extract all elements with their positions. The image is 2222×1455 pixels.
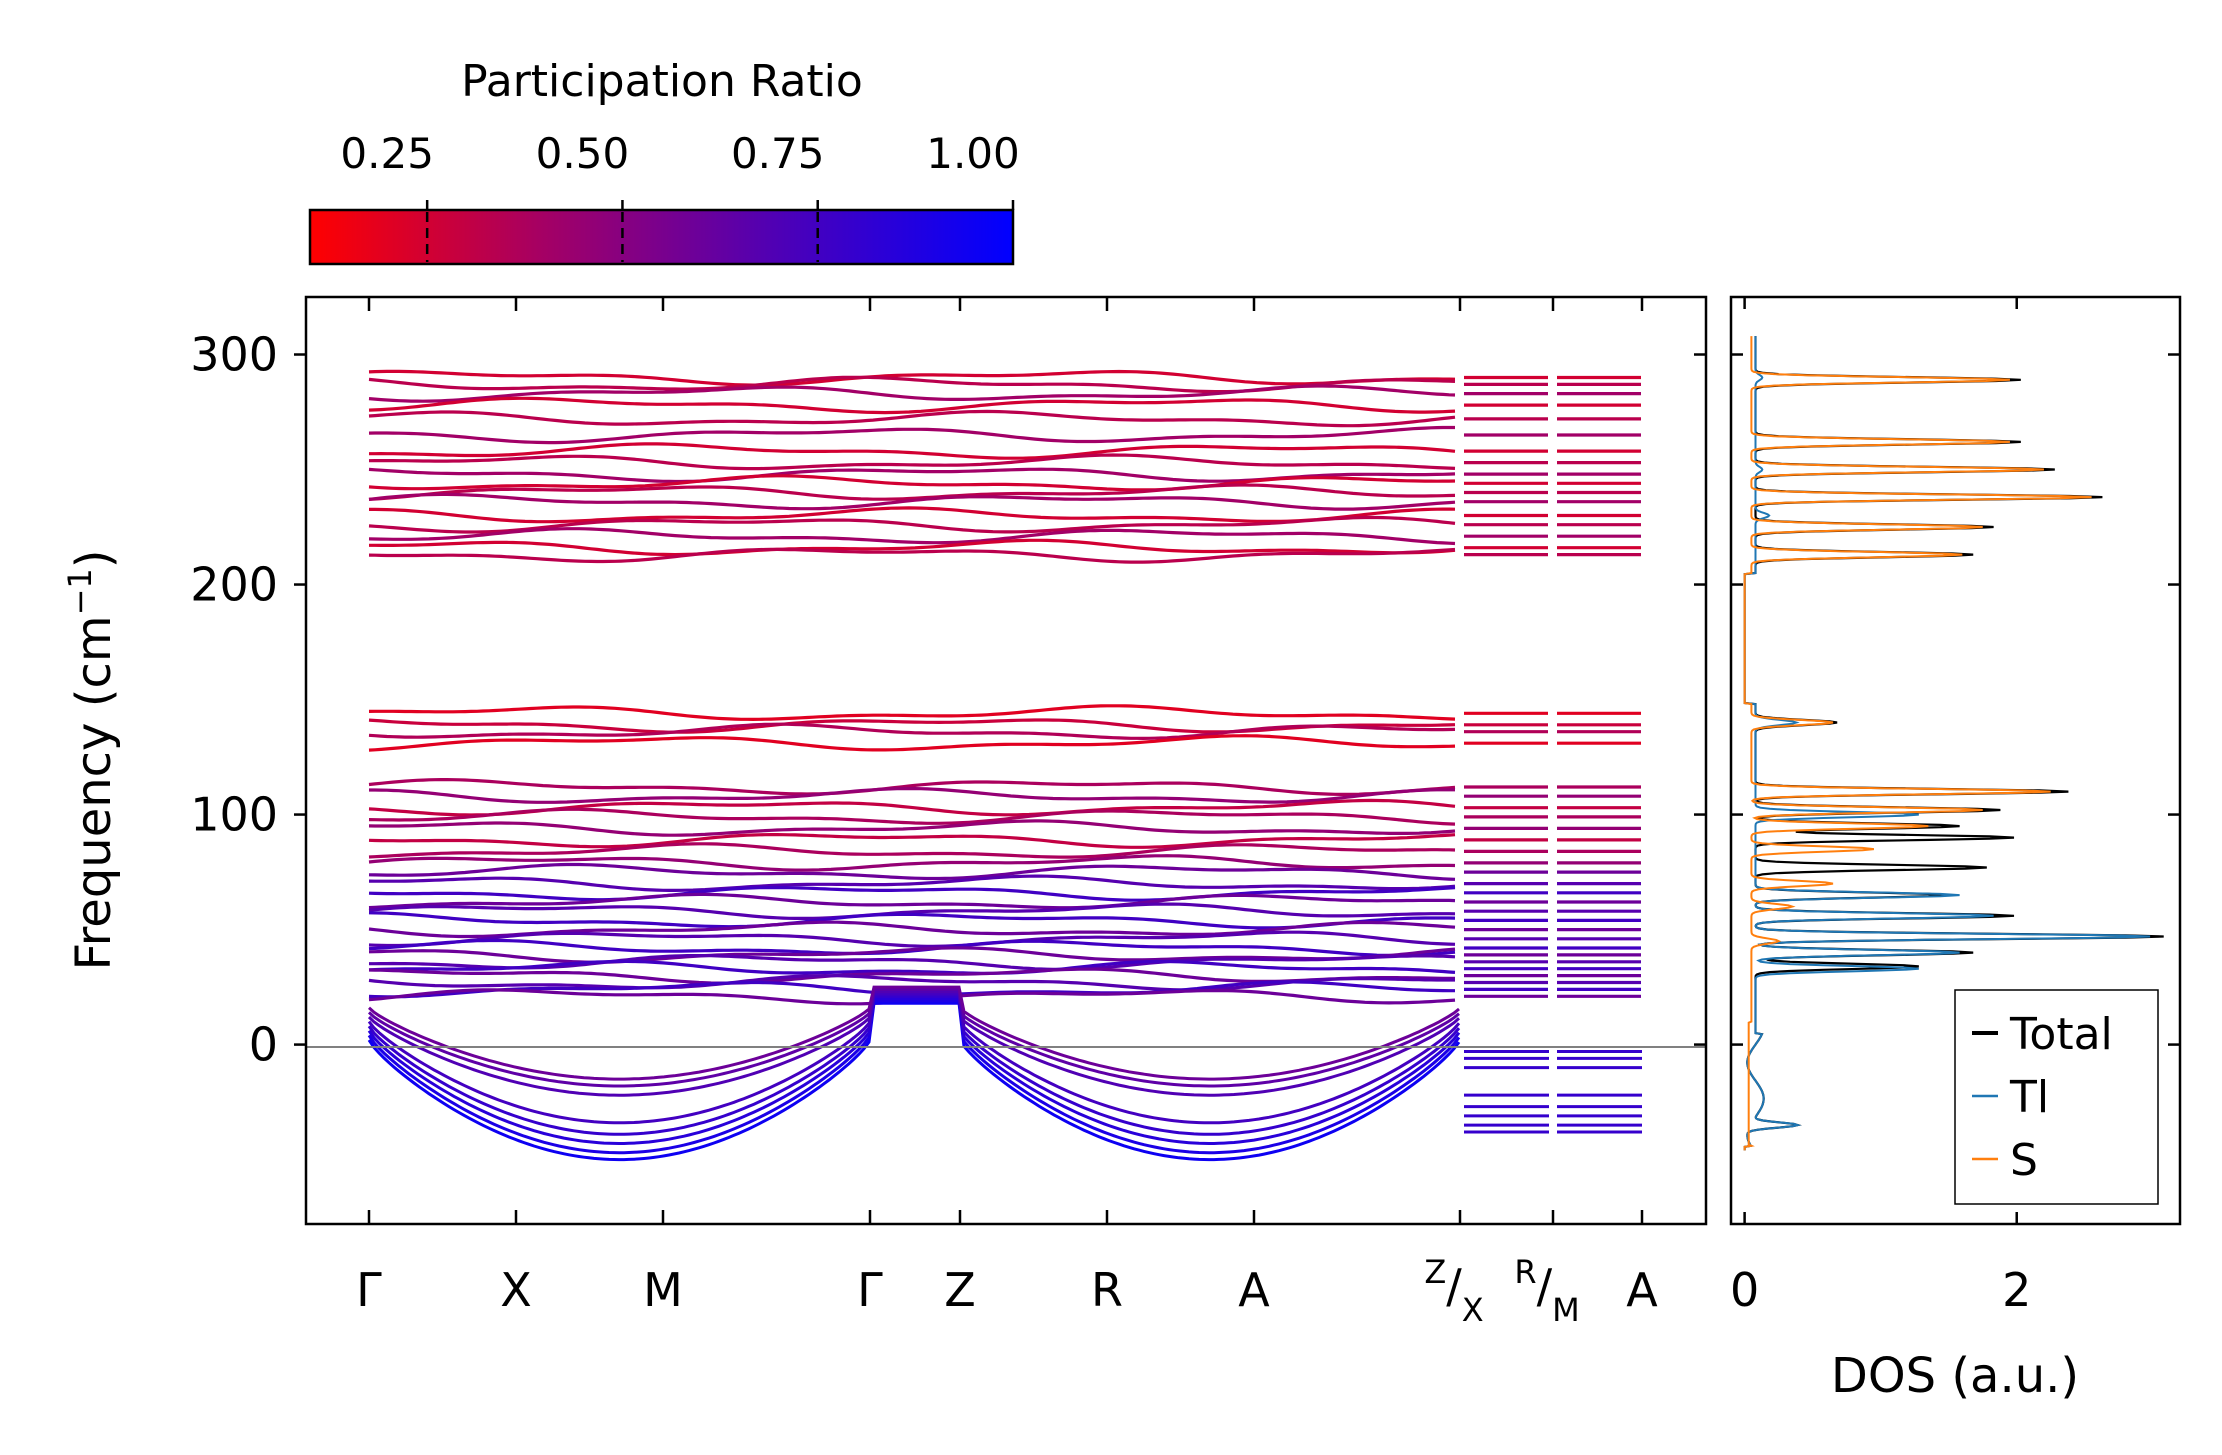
colorbar-gradient: [308, 208, 1015, 266]
k-point-label: Γ: [356, 1263, 382, 1317]
phonon-band: [368, 369, 1456, 387]
phonon-band: [369, 538, 1456, 557]
phonon-band: [368, 396, 1456, 415]
k-point-label: A: [1626, 1263, 1658, 1317]
colorbar-tick-label: 1.00: [926, 129, 1020, 178]
colorbar-title: Participation Ratio: [461, 56, 863, 107]
colorbar: Participation Ratio 0.25 0.50 0.75 1.00: [308, 56, 1020, 266]
dos-x-tick-label: 2: [2002, 1263, 2031, 1317]
k-point-label: Z: [944, 1263, 976, 1317]
phonon-band: [368, 842, 1456, 859]
k-point-label: Γ: [857, 1263, 883, 1317]
y-tick-label: 0: [249, 1018, 278, 1072]
phonon-band: [368, 874, 1456, 892]
phonon-band: [368, 973, 1455, 992]
phonon-band: [368, 819, 1456, 837]
colorbar-tick-label: 0.75: [731, 129, 825, 178]
phonon-band: [369, 506, 1456, 524]
phonon-band: [368, 453, 1456, 471]
y-label-main: Frequency (cm: [66, 615, 122, 970]
phonon-band: [368, 778, 1456, 796]
phonon-band: [368, 930, 1456, 948]
phonon-band: [368, 425, 1455, 445]
soft-phonon-band: [367, 990, 1460, 1097]
phonon-band: [368, 854, 1456, 872]
band-x-axis: Γ X M Γ Z R A Z/X R/M A: [356, 297, 1658, 1329]
legend-label: S: [2010, 1135, 2038, 1186]
soft-phonon-band: [367, 992, 1461, 1125]
phonon-band: [368, 862, 1456, 881]
colorbar-tick-label: 0.25: [340, 129, 434, 178]
phonon-bands: [367, 369, 1642, 1162]
phonon-band: [368, 902, 1456, 920]
phonon-band: [368, 833, 1456, 849]
k-point-label: Z/X: [1424, 1253, 1483, 1329]
phonon-band: [368, 892, 1456, 910]
soft-phonon-band: [367, 987, 1460, 1088]
phonon-band: [368, 384, 1456, 403]
phonon-band: [368, 704, 1456, 722]
y-tick-label: 100: [190, 788, 278, 842]
soft-phonon-band: [367, 997, 1461, 1145]
band-structure-panel: 0 100 200 300 Γ X M Γ Z R A Z/X R/M A Frequency (cm−…: [61, 295, 1708, 1329]
band-y-axis-label: Frequency (cm−1): [61, 549, 122, 970]
phonon-band: [368, 722, 1456, 741]
k-point-label: M: [643, 1263, 683, 1317]
soft-phonon-band: [368, 985, 1460, 1081]
colorbar-tick-label: 0.50: [536, 129, 630, 178]
phonon-band: [368, 409, 1456, 428]
phonon-band: [368, 938, 1456, 958]
phonon-band: [368, 734, 1456, 752]
colorbar-ticks: 0.25 0.50 0.75 1.00: [340, 129, 1020, 262]
dos-curve-s: [1743, 336, 2092, 1151]
legend-label: Total: [2009, 1009, 2113, 1060]
y-label-superscript: −1: [61, 568, 99, 615]
phonon-band: [369, 442, 1456, 460]
band-y-axis: 0 100 200 300: [190, 328, 1706, 1072]
y-tick-label: 200: [190, 558, 278, 612]
dos-x-axis-label: DOS (a.u.): [1831, 1348, 2079, 1404]
soft-phonon-band: [367, 999, 1461, 1155]
phonon-band: [368, 515, 1456, 534]
phonon-band: [368, 959, 1456, 975]
soft-phonon-band: [367, 994, 1461, 1136]
phonon-band: [369, 787, 1455, 804]
k-point-label: R: [1091, 1263, 1123, 1317]
dos-curves: [1743, 336, 2164, 1151]
phonon-band: [368, 474, 1456, 492]
phonon-band: [368, 946, 1456, 964]
k-point-label: R/M: [1514, 1253, 1579, 1329]
legend-label: Tl: [2009, 1072, 2049, 1123]
phonon-band: [368, 807, 1456, 826]
dos-legend: Total Tl S: [1954, 989, 2159, 1205]
y-label-close: ): [66, 549, 122, 568]
dos-curve-tl: [1743, 336, 2151, 1151]
y-tick-label: 300: [190, 328, 278, 382]
legend-items: Total Tl S: [1972, 1009, 2113, 1186]
phonon-band: [368, 492, 1456, 511]
soft-phonon-band: [367, 1001, 1461, 1162]
dos-x-tick-label: 0: [1730, 1263, 1759, 1317]
phonon-band: [368, 483, 1456, 501]
phonon-band: [369, 954, 1456, 972]
phonon-band: [368, 527, 1456, 546]
phonon-band: [368, 886, 1456, 902]
phonon-band: [368, 547, 1456, 564]
k-point-label: X: [500, 1263, 532, 1317]
dos-plot-frame: [1729, 295, 2182, 1226]
k-point-label: A: [1238, 1263, 1270, 1317]
band-plot-frame: [304, 295, 1708, 1226]
